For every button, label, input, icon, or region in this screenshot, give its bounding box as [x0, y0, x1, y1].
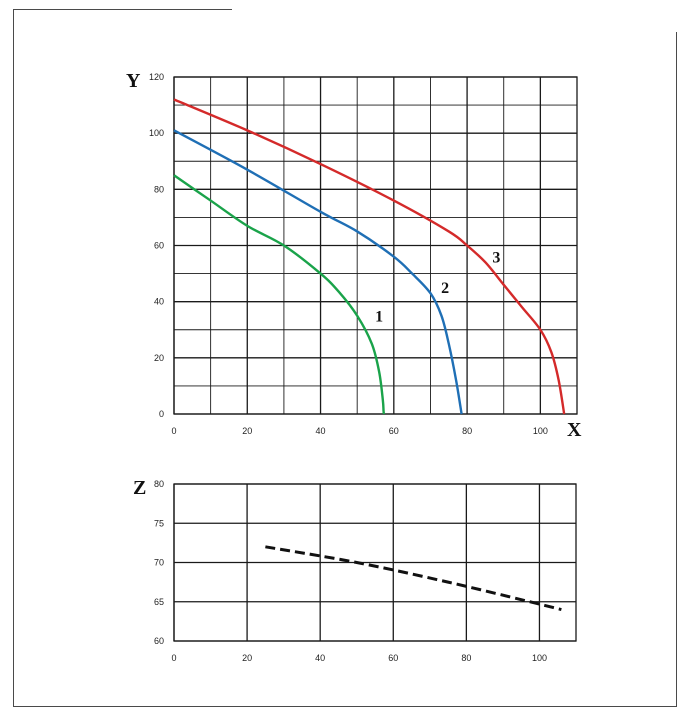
x-axis-label: X	[567, 419, 582, 441]
frame-gap	[232, 6, 678, 32]
x-tick-label: 20	[242, 653, 252, 663]
y-tick-label: 60	[154, 241, 164, 251]
series-line-3	[173, 98, 566, 415]
y-axis-label: Y	[126, 70, 141, 92]
y-tick-label: 70	[154, 558, 164, 568]
y-axis-label: Z	[133, 477, 146, 499]
yx-plot: 0 20 40 60 80 100 0 20 40 60 80 100 120 Y X 1 2 3	[126, 70, 582, 441]
y-tick-label: 80	[154, 184, 164, 194]
y-tick-label: 75	[154, 518, 164, 528]
zx-plot: 0 20 40 60 80 100 60 65 70 75 80 Z	[133, 477, 577, 663]
x-tick-label: 20	[242, 426, 252, 436]
curve-label-1: 1	[375, 308, 383, 325]
x-tick-label: 80	[461, 653, 471, 663]
x-tick-label: 80	[462, 426, 472, 436]
curve-label-2: 2	[441, 280, 449, 297]
x-tick-label: 0	[171, 653, 176, 663]
x-tick-label: 40	[315, 653, 325, 663]
x-tick-label: 100	[533, 426, 548, 436]
y-tick-label: 120	[149, 72, 164, 82]
y-tick-label: 0	[159, 409, 164, 419]
series-line-1	[173, 174, 386, 415]
y-tick-label: 100	[149, 128, 164, 138]
x-tick-label: 60	[389, 426, 399, 436]
y-tick-label: 65	[154, 597, 164, 607]
x-tick-label: 0	[171, 426, 176, 436]
series-line-2	[173, 129, 463, 415]
x-tick-label: 40	[316, 426, 326, 436]
x-tick-label: 100	[532, 653, 547, 663]
series-line-1	[265, 545, 562, 612]
plot-border	[173, 76, 578, 415]
curve-label-3: 3	[492, 249, 500, 266]
plot-border	[173, 483, 577, 642]
y-tick-label: 60	[154, 636, 164, 646]
x-tick-label: 60	[388, 653, 398, 663]
y-tick-label: 80	[154, 479, 164, 489]
y-tick-label: 20	[154, 353, 164, 363]
y-tick-label: 40	[154, 297, 164, 307]
